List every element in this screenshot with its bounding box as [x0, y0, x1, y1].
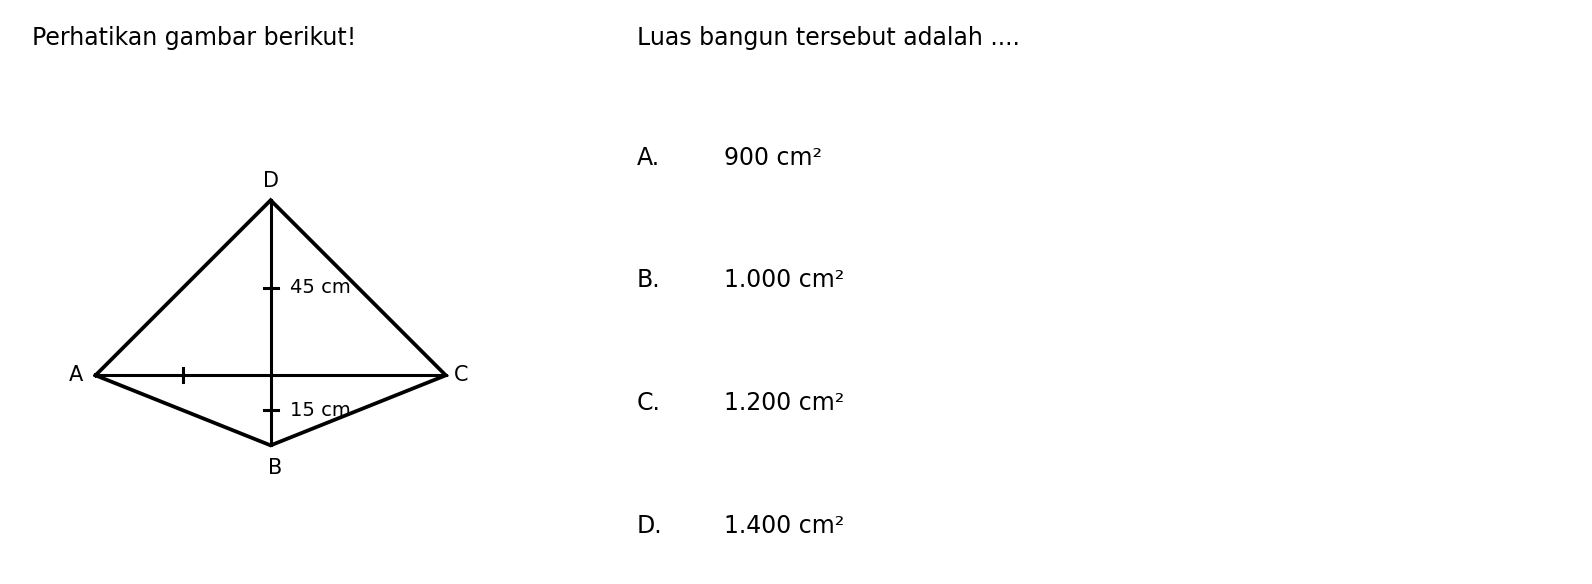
Text: 1.400 cm²: 1.400 cm² — [724, 513, 845, 538]
Text: A: A — [68, 366, 83, 385]
Text: 15 cm: 15 cm — [290, 401, 350, 420]
Text: B: B — [269, 458, 282, 478]
Text: C.: C. — [637, 391, 661, 415]
Text: 1.200 cm²: 1.200 cm² — [724, 391, 845, 415]
Text: 45 cm: 45 cm — [290, 278, 350, 297]
Text: Luas bangun tersebut adalah ....: Luas bangun tersebut adalah .... — [637, 26, 1019, 50]
Text: D: D — [263, 171, 279, 190]
Text: 1.000 cm²: 1.000 cm² — [724, 268, 845, 293]
Text: D.: D. — [637, 513, 662, 538]
Text: B.: B. — [637, 268, 661, 293]
Text: C: C — [454, 366, 468, 385]
Text: Perhatikan gambar berikut!: Perhatikan gambar berikut! — [32, 26, 357, 50]
Text: A.: A. — [637, 145, 661, 170]
Text: 900 cm²: 900 cm² — [724, 145, 823, 170]
